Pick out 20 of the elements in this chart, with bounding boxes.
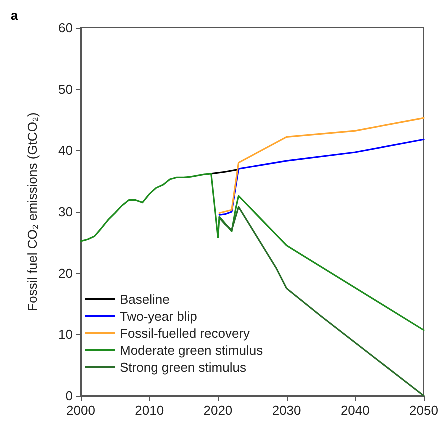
y-tick-label: 50 <box>58 82 73 97</box>
y-tick-label: 20 <box>58 266 73 281</box>
legend-label: Fossil-fuelled recovery <box>120 326 251 341</box>
x-tick-label: 2010 <box>135 403 164 418</box>
y-tick-label: 30 <box>58 204 73 220</box>
x-tick-label: 2030 <box>272 403 302 418</box>
legend-label: Baseline <box>120 292 170 307</box>
legend-label: Strong green stimulus <box>120 360 247 375</box>
y-tick-label: 0 <box>66 388 73 404</box>
legend-label: Two-year blip <box>120 309 198 324</box>
y-tick-label: 60 <box>58 20 73 36</box>
y-tick-label: 40 <box>58 143 73 158</box>
x-tick-label: 2040 <box>340 403 370 418</box>
x-tick-label: 2020 <box>204 403 233 418</box>
legend-label: Moderate green stimulus <box>120 343 264 358</box>
x-tick-label: 2000 <box>66 403 96 418</box>
x-tick-label: 2050 <box>410 403 438 418</box>
y-tick-label: 10 <box>58 327 73 342</box>
chart-title: a <box>11 8 19 23</box>
y-axis-title: Fossil fuel CO₂ emissions (GtCO₂) <box>25 112 40 312</box>
